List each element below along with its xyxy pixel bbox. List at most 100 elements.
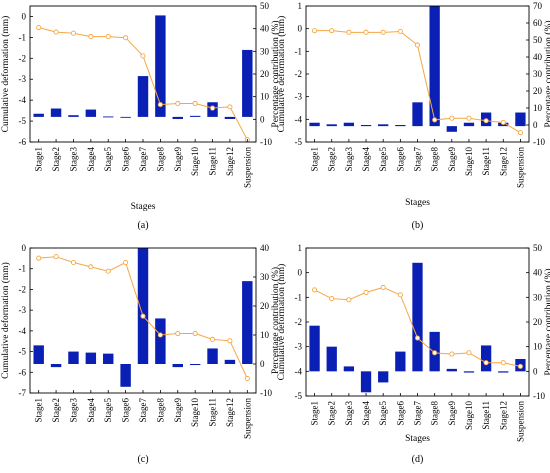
line-point-stage2 <box>53 254 59 260</box>
x-tick-label: Stage8 <box>155 147 165 172</box>
y2-tick-label: 30 <box>260 272 270 282</box>
y-tick-label: -3 <box>295 342 303 352</box>
line-point-stage1 <box>312 28 318 34</box>
y2-tick-label: 20 <box>533 317 543 327</box>
x-tick-label: Stage10 <box>464 147 474 176</box>
line-point-stage7 <box>140 313 146 319</box>
x-tick-label: Stage12 <box>225 147 235 176</box>
line-point-stage5 <box>105 268 111 274</box>
y-axis-label: Cumulative deformation (mm) <box>276 16 287 133</box>
x-tick-label: Stage12 <box>225 398 235 427</box>
line-point-stage10 <box>466 115 472 121</box>
x-tick-label: Stage12 <box>498 147 508 176</box>
bar-stage8 <box>155 318 166 364</box>
bar-stage4 <box>85 352 97 364</box>
x-tick-label: Stage1 <box>34 398 44 423</box>
y-tick-label: -2 <box>19 284 27 294</box>
line-point-stage9 <box>449 115 455 121</box>
y-tick-label: -4 <box>295 114 303 124</box>
y2-tick-label: 0 <box>260 359 265 369</box>
line-point-stage8 <box>157 102 163 108</box>
y2-tick-label: -10 <box>533 137 545 147</box>
x-tick-label: Stage7 <box>138 147 148 172</box>
x-tick-label: Stage10 <box>190 398 200 427</box>
x-tick-label: Stage2 <box>327 147 337 172</box>
bar-stage12 <box>224 359 236 364</box>
bar-stage1 <box>309 325 320 372</box>
line-point-stage2 <box>53 29 59 35</box>
bar-stage1 <box>33 113 44 117</box>
x-tick-label: Stage9 <box>447 401 457 426</box>
y2-tick-label: 30 <box>533 292 543 302</box>
line-point-stage10 <box>192 100 198 107</box>
line-point-stage4 <box>88 264 94 270</box>
bar-stage5 <box>103 116 114 118</box>
y-tick-label: 1 <box>298 1 303 11</box>
line-point-suspension <box>244 375 250 382</box>
bar-stage3 <box>343 366 355 372</box>
x-tick-label: Stage11 <box>208 147 218 176</box>
line-point-stage10 <box>192 330 198 337</box>
x-tick-label: Suspension <box>242 398 252 440</box>
y2-tick-label: 10 <box>260 330 270 340</box>
x-tick-label: Stage5 <box>103 147 113 172</box>
x-tick-label: Stage1 <box>34 147 44 172</box>
y-tick-label: -1 <box>295 46 303 56</box>
line-point-stage2 <box>329 28 335 34</box>
line-point-stage12 <box>227 338 233 344</box>
bar-stage12 <box>498 371 509 373</box>
line-point-stage6 <box>123 35 129 41</box>
bar-stage2 <box>326 124 337 127</box>
bar-stage1 <box>309 122 320 127</box>
x-tick-label: Stage8 <box>155 398 165 423</box>
y-tick-label: -2 <box>295 317 303 327</box>
y2-tick-label: 20 <box>260 301 270 311</box>
x-tick-label: Stage3 <box>344 401 354 426</box>
y-tick-label: -4 <box>19 95 27 105</box>
y-axis-label: Cumulative deformation (mm) <box>0 16 11 133</box>
line-point-stage4 <box>363 29 369 35</box>
bar-stage6 <box>395 125 406 127</box>
y2-tick-label: 10 <box>533 103 543 113</box>
line-point-stage8 <box>432 350 438 356</box>
x-axis-label: Stages <box>405 198 430 208</box>
x-tick-label: Stage5 <box>378 401 388 426</box>
y-tick-label: -1 <box>295 292 303 302</box>
bar-stage5 <box>378 124 389 127</box>
line-point-suspension <box>517 130 523 136</box>
y2-tick-label: 20 <box>260 69 270 79</box>
bar-stage2 <box>326 346 337 372</box>
bar-stage12 <box>224 116 236 119</box>
y-tick-label: -1 <box>19 32 27 42</box>
line-point-stage12 <box>500 360 506 366</box>
panel-label: (d) <box>412 454 424 465</box>
x-tick-label: Suspension <box>515 147 525 189</box>
x-tick-label: Stage3 <box>68 398 78 423</box>
bar-stage6 <box>395 351 406 372</box>
x-tick-label: Stage5 <box>103 398 113 423</box>
y2-tick-label: 50 <box>260 1 270 11</box>
y2-tick-label: 40 <box>260 243 270 253</box>
line-point-suspension <box>517 363 523 369</box>
y2-tick-label: 10 <box>260 92 270 102</box>
bar-stage3 <box>343 122 355 127</box>
line-point-stage1 <box>36 24 42 31</box>
x-tick-label: Stage7 <box>413 401 423 426</box>
line-point-stage4 <box>363 289 369 295</box>
bar-stage7 <box>137 76 149 117</box>
line-point-stage5 <box>380 29 386 35</box>
y-tick-label: -5 <box>19 347 27 357</box>
x-tick-label: Stage11 <box>481 401 491 430</box>
y2-axis-label: Percentage contribution (%) <box>270 267 281 374</box>
x-tick-label: Stage11 <box>481 147 491 176</box>
y-tick-label: 0 <box>298 268 303 278</box>
line-point-stage8 <box>157 332 163 338</box>
y-tick-label: -5 <box>19 116 27 126</box>
x-tick-label: Suspension <box>242 147 252 189</box>
bar-stage3 <box>68 115 79 117</box>
line-point-stage9 <box>175 100 181 107</box>
x-tick-label: Stage9 <box>447 147 457 172</box>
